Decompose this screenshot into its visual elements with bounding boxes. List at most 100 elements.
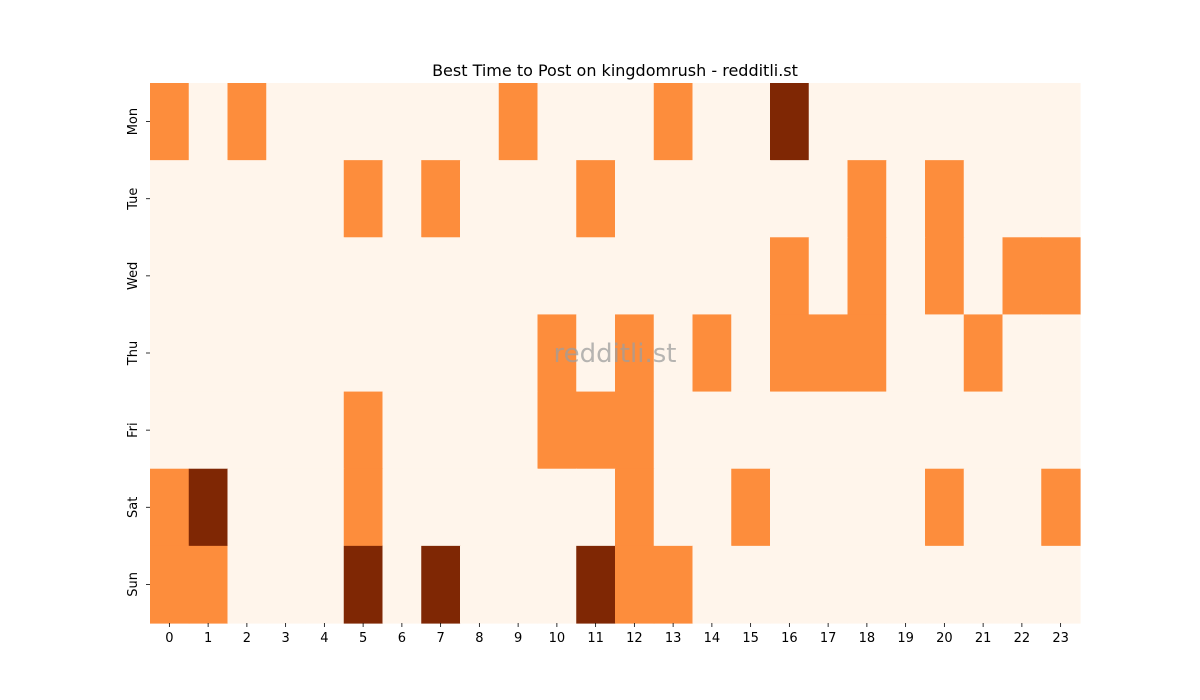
heatmap-cell [653, 83, 694, 161]
x-tick-label: 16 [781, 631, 798, 646]
heatmap-cell [770, 391, 810, 470]
heatmap-cell [925, 391, 965, 470]
heatmap-cell [1002, 468, 1042, 547]
heatmap-cell [498, 545, 539, 624]
heatmap-cell [1041, 468, 1081, 547]
heatmap-cell [653, 391, 694, 470]
heatmap-cell [305, 160, 345, 238]
y-tick-label: Thu [126, 341, 141, 366]
heatmap-cell [266, 160, 306, 238]
heatmap-cell [227, 391, 267, 470]
heatmap-cell [305, 545, 345, 624]
heatmap-cell [1041, 160, 1081, 238]
heatmap-cell [692, 468, 732, 547]
heatmap-cell [305, 468, 345, 547]
heatmap-cell [343, 391, 384, 470]
x-tick-label: 15 [742, 631, 759, 646]
heatmap-cell [460, 545, 500, 624]
heatmap-cell [382, 391, 422, 470]
x-tick-label: 22 [1014, 631, 1031, 646]
heatmap-cell [615, 314, 655, 393]
heatmap-cell [847, 314, 887, 393]
heatmap-cell [227, 83, 267, 161]
heatmap-cell [227, 545, 267, 624]
heatmap-cell [808, 83, 849, 161]
heatmap-cell [150, 545, 190, 624]
heatmap-cell [576, 314, 616, 393]
heatmap-cell [576, 391, 616, 470]
heatmap-cell [266, 391, 306, 470]
heatmap-cell [382, 160, 422, 238]
heatmap-cell [615, 83, 655, 161]
heatmap-cell [692, 83, 732, 161]
chart-title: Best Time to Post on kingdomrush - reddi… [432, 61, 798, 80]
y-tick-label: Sat [126, 497, 141, 518]
heatmap-cell [537, 83, 577, 161]
heatmap-cell [847, 83, 887, 161]
heatmap-cell [576, 545, 616, 624]
y-tick-label: Tue [126, 188, 141, 211]
heatmap-cell [460, 160, 500, 238]
heatmap-cell [886, 468, 926, 547]
heatmap-cell [576, 83, 616, 161]
heatmap-cell [498, 314, 539, 393]
heatmap-cell [963, 160, 1004, 238]
heatmap-cell [1002, 545, 1042, 624]
heatmap-cell [925, 314, 965, 393]
heatmap-cell [886, 237, 926, 316]
x-tick-label: 7 [436, 631, 444, 646]
heatmap-cell [421, 391, 461, 470]
heatmap-cell [460, 314, 500, 393]
heatmap-cell [770, 237, 810, 316]
x-tick-label: 19 [897, 631, 914, 646]
heatmap-cell [808, 391, 849, 470]
heatmap-cell [150, 468, 190, 547]
heatmap-cell [615, 391, 655, 470]
heatmap-cell [886, 314, 926, 393]
heatmap-cell [188, 391, 229, 470]
heatmap-cell [770, 83, 810, 161]
heatmap-cell [498, 83, 539, 161]
heatmap-cell [731, 314, 771, 393]
heatmap-cell [421, 545, 461, 624]
heatmap-cell [266, 314, 306, 393]
heatmap-cell [1041, 237, 1081, 316]
heatmap-cell [731, 545, 771, 624]
heatmap-cell [653, 237, 694, 316]
heatmap-cell [576, 468, 616, 547]
heatmap-cell [886, 391, 926, 470]
heatmap-cell [847, 160, 887, 238]
x-tick-label: 17 [820, 631, 837, 646]
heatmap-cell [460, 237, 500, 316]
heatmap-cell [421, 237, 461, 316]
heatmap-cell [1041, 391, 1081, 470]
x-tick-label: 13 [665, 631, 682, 646]
heatmap-cell [421, 468, 461, 547]
heatmap-cell [421, 314, 461, 393]
heatmap-cell [925, 468, 965, 547]
heatmap-cell [615, 468, 655, 547]
heatmap-cell [150, 160, 190, 238]
heatmap-cell [498, 468, 539, 547]
heatmap-cell [266, 83, 306, 161]
x-tick-label: 3 [281, 631, 289, 646]
x-tick-label: 11 [587, 631, 604, 646]
x-tick-label: 18 [859, 631, 876, 646]
heatmap-cell [1002, 160, 1042, 238]
heatmap-cell [963, 391, 1004, 470]
x-tick-label: 0 [165, 631, 173, 646]
x-tick-label: 14 [704, 631, 721, 646]
heatmap-cell [925, 83, 965, 161]
heatmap-cell [692, 391, 732, 470]
x-tick-label: 6 [398, 631, 406, 646]
heatmap-cell [808, 160, 849, 238]
heatmap-cell [266, 468, 306, 547]
heatmap-cell [1041, 314, 1081, 393]
heatmap-cell [498, 237, 539, 316]
heatmap-cell [305, 83, 345, 161]
heatmap-cell [770, 314, 810, 393]
heatmap-cell [692, 545, 732, 624]
x-tick-label: 4 [320, 631, 328, 646]
heatmap-cell [343, 468, 384, 547]
